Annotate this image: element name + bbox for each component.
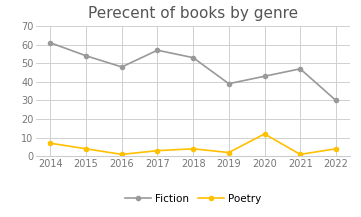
Line: Poetry: Poetry (48, 132, 338, 156)
Fiction (48, 41, 53, 44)
Fiction (262, 75, 267, 77)
Fiction (227, 82, 231, 85)
Poetry (191, 148, 195, 150)
Title: Perecent of books by genre: Perecent of books by genre (88, 6, 298, 21)
Poetry (119, 153, 124, 156)
Poetry (262, 133, 267, 135)
Poetry (334, 148, 338, 150)
Poetry (298, 153, 303, 156)
Legend: Fiction, Poetry: Fiction, Poetry (121, 190, 265, 208)
Fiction (84, 54, 88, 57)
Fiction (119, 66, 124, 68)
Poetry (227, 151, 231, 154)
Poetry (48, 142, 53, 145)
Fiction (191, 56, 195, 59)
Poetry (84, 148, 88, 150)
Fiction (155, 49, 160, 51)
Fiction (298, 67, 303, 70)
Poetry (155, 149, 160, 152)
Fiction (334, 99, 338, 102)
Line: Fiction: Fiction (48, 41, 338, 102)
